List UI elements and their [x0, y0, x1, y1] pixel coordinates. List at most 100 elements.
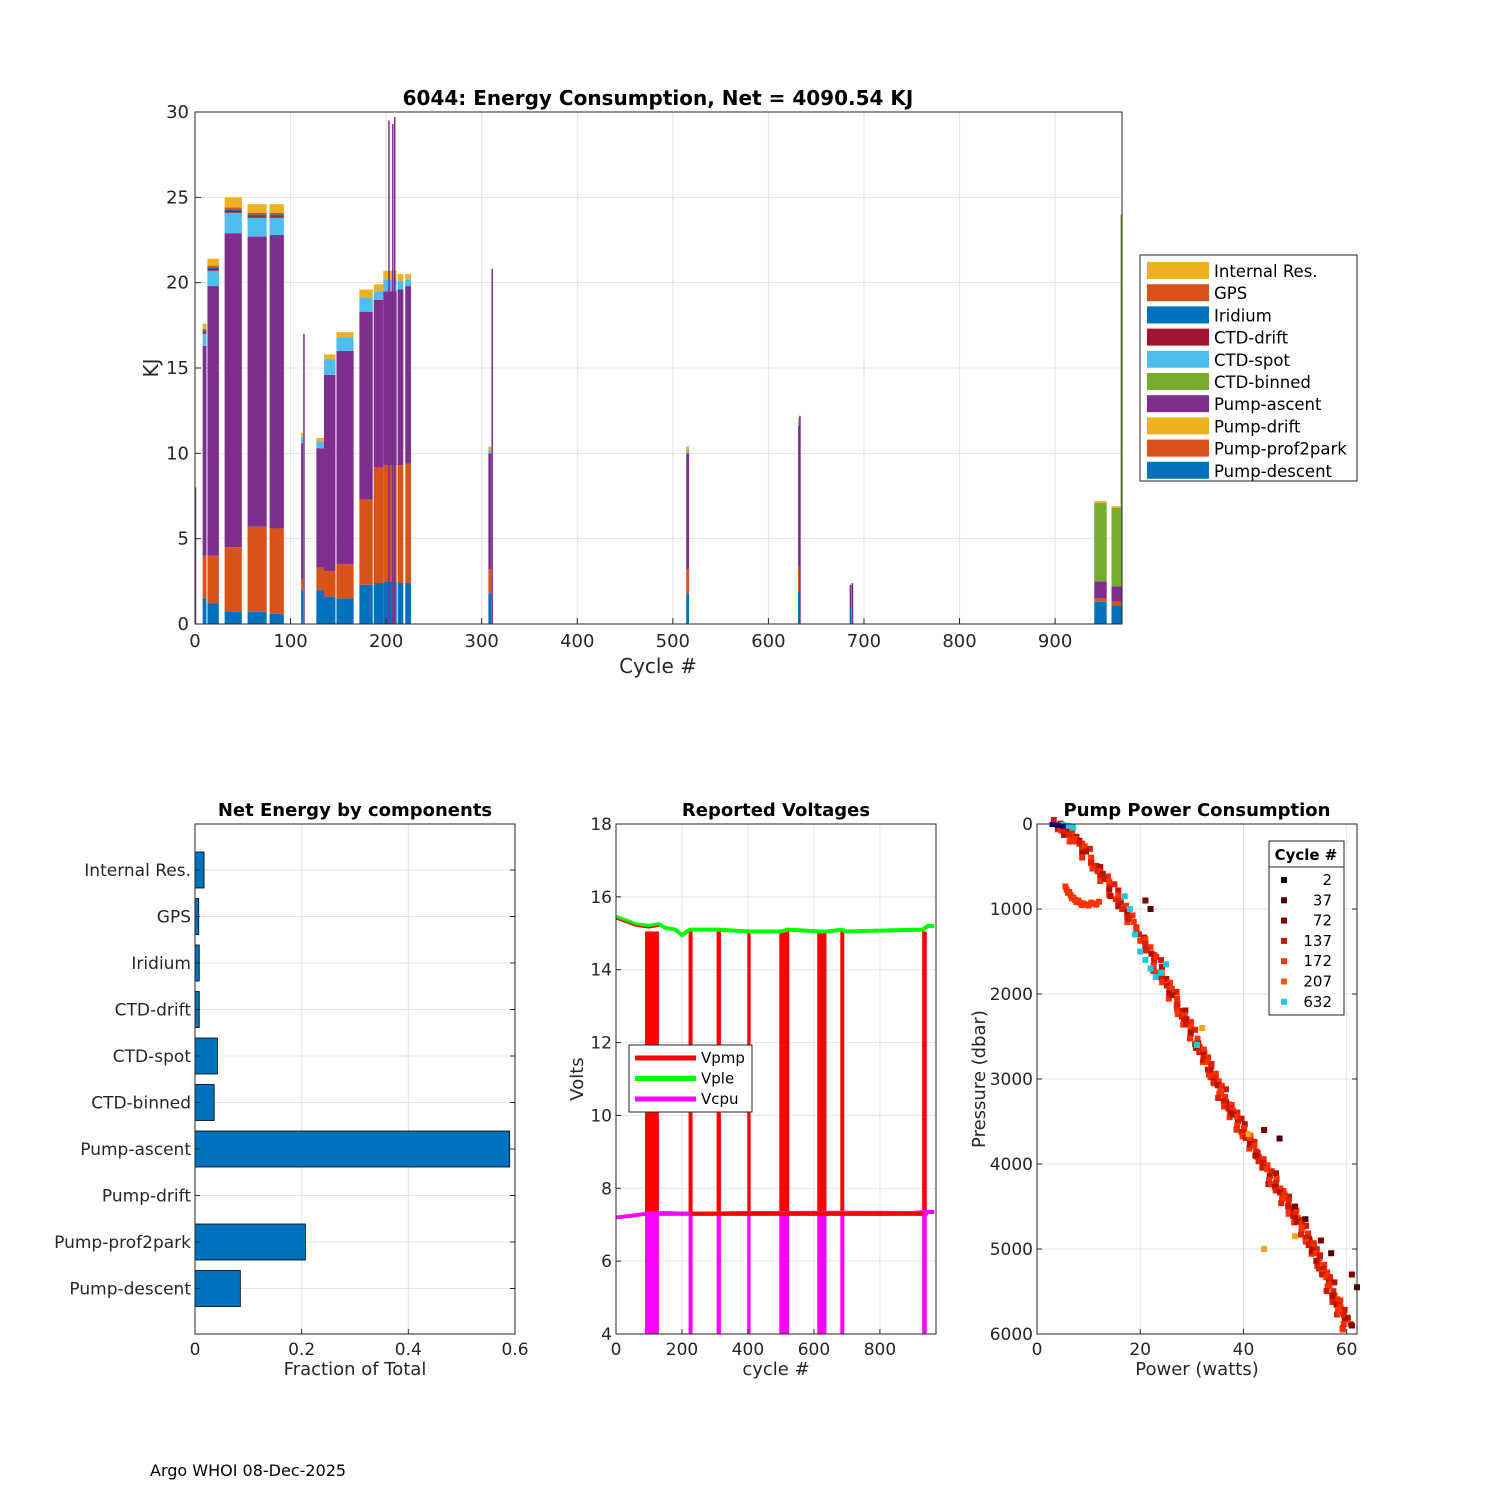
pump-y-tick-label: 1000 [990, 900, 1033, 920]
energy-bar-ctd-binned [1094, 502, 1107, 582]
pump-point [1272, 1183, 1279, 1190]
energy-bar-pump-prof2park [202, 555, 207, 599]
pump-point [1329, 1292, 1336, 1299]
components-x-label: Fraction of Total [284, 1359, 427, 1380]
energy-bar-internal-res- [1111, 506, 1122, 508]
pump-legend-label: 2 [1322, 871, 1332, 889]
pump-point [1253, 1148, 1260, 1155]
energy-bar-internal-res- [798, 417, 800, 421]
energy-bar-ctd-spot [405, 279, 411, 287]
pump-point [1212, 1070, 1219, 1077]
energy-bar-ctd-spot [301, 436, 303, 444]
pump-legend-marker [1281, 998, 1287, 1005]
energy-x-tick-label: 200 [369, 631, 403, 652]
pump-point [1066, 889, 1073, 895]
pump-point [1081, 843, 1088, 850]
pump-point [1183, 1021, 1190, 1028]
pump-point [1200, 1046, 1207, 1053]
pump-point [1228, 1102, 1235, 1109]
pump-power-chart: Pump Power Consumption 0 20 40 60 0 1000 2000 3… [969, 800, 1360, 1380]
energy-bar-pump-ascent [849, 584, 852, 609]
pump-point [1165, 995, 1172, 1002]
pump-point [1142, 897, 1149, 904]
energy-bar-pump-descent [269, 613, 284, 624]
components-y-tick-label: CTD-drift [115, 1001, 192, 1021]
pump-x-tick-label: 20 [1129, 1340, 1151, 1360]
pump-point [1125, 915, 1132, 922]
pump-point [1079, 854, 1086, 861]
pump-point [1281, 1195, 1288, 1202]
energy-bar-iridium [207, 267, 219, 270]
components-y-tick-label: Iridium [131, 954, 191, 974]
pump-point [1119, 906, 1126, 912]
energy-bar-ctd-spot [397, 280, 404, 290]
pump-point [1173, 1002, 1180, 1009]
pump-y-tick-label: 3000 [990, 1070, 1033, 1090]
energy-bar-internal-res- [301, 432, 303, 437]
energy-bar-ctd-spot [247, 217, 267, 237]
pump-point [1153, 953, 1160, 960]
energy-bar-ctd-binned [1120, 214, 1122, 587]
pump-y-tick-label: 0 [1022, 815, 1033, 835]
pump-point [1320, 1265, 1327, 1272]
energy-bar-internal-res- [324, 354, 336, 360]
energy-bar-pump-prof2park [301, 579, 303, 590]
pump-point [1277, 1185, 1284, 1192]
energy-legend-swatch [1147, 395, 1209, 413]
voltages-legend: Vpmp Vple Vcpu [628, 1044, 753, 1113]
vpmp-band [840, 931, 845, 1214]
components-bar [194, 1270, 241, 1307]
pump-point [1341, 1306, 1348, 1313]
energy-legend-swatch [1147, 262, 1209, 279]
pump-point [1137, 937, 1144, 944]
pump-point [1192, 1026, 1199, 1033]
vcpu-drop-band [716, 1213, 721, 1334]
pump-point [1169, 992, 1176, 999]
voltages-legend-label: Vpmp [701, 1049, 745, 1067]
pump-point [1298, 1220, 1305, 1227]
components-chart-title: Net Energy by components [218, 800, 492, 821]
pump-point [1247, 1136, 1254, 1143]
pump-point [1182, 1007, 1189, 1014]
pump-point [1079, 849, 1086, 856]
voltages-legend-label: Vple [701, 1070, 734, 1088]
energy-legend-swatch [1147, 461, 1209, 479]
energy-bar-pump-descent [1111, 605, 1122, 624]
energy-bar-pump-prof2park [336, 564, 354, 599]
pump-y-tick-label: 4000 [990, 1155, 1033, 1175]
pump-point [1329, 1299, 1336, 1306]
pump-point [1065, 827, 1072, 834]
energy-bar-pump-descent [373, 583, 384, 624]
components-bar [194, 1130, 511, 1168]
pump-legend-box [1268, 840, 1345, 1016]
vcpu-drop-band [817, 1213, 827, 1334]
energy-x-tick-label: 600 [751, 631, 785, 652]
energy-y-tick-label: 20 [166, 273, 189, 294]
energy-bar-ctd-drift [269, 216, 284, 218]
energy-bar-pump-ascent [301, 443, 303, 580]
pump-point [1308, 1248, 1315, 1255]
energy-bar-internal-res- [686, 446, 690, 450]
energy-legend: Internal Res. GPS Iridium CTD-drift CTD-spot… [1139, 254, 1358, 482]
pump-point [1076, 840, 1083, 847]
voltages-y-label: Volts [567, 1057, 588, 1100]
pump-legend-marker [1281, 897, 1287, 904]
pump-point [1241, 1121, 1248, 1128]
pump-point [1106, 887, 1113, 894]
pump-point [1214, 1082, 1221, 1089]
components-x-tick-label: 0 [190, 1340, 201, 1360]
energy-bar-internal-res- [488, 446, 492, 450]
energy-bar-ctd-drift [247, 216, 267, 218]
pump-point [1336, 1309, 1343, 1316]
pump-point [1234, 1126, 1240, 1133]
pump-point [1115, 898, 1122, 905]
energy-legend-swatch [1147, 350, 1209, 368]
pump-point [1211, 1074, 1218, 1081]
energy-bar-pump-descent [247, 612, 267, 624]
pump-point [1273, 1170, 1280, 1177]
pump-point [1297, 1231, 1304, 1238]
pump-point [1215, 1078, 1222, 1085]
energy-grid [195, 112, 1122, 624]
pump-point [1168, 985, 1175, 992]
footer-credit: Argo WHOI 08-Dec-2025 [150, 1461, 347, 1480]
